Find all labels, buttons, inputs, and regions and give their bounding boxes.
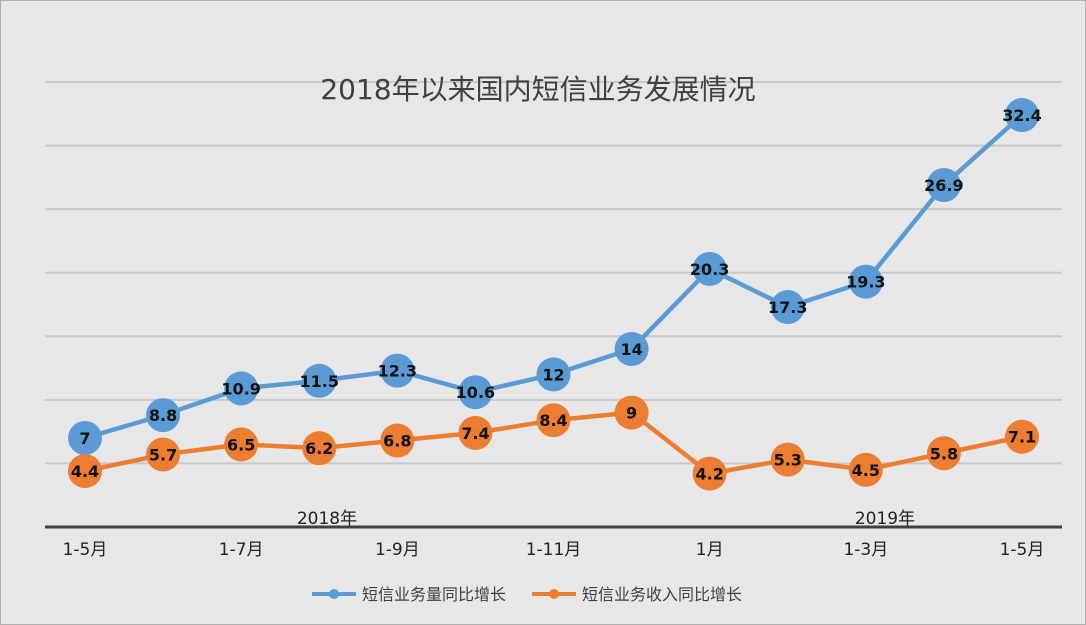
- data-label: 14: [620, 340, 642, 359]
- data-label: 5.8: [930, 444, 958, 463]
- x-tick-label: 1-5月: [1000, 540, 1045, 560]
- chart-title: 2018年以来国内短信业务发展情况: [320, 73, 755, 106]
- data-point: [536, 403, 571, 438]
- data-point: [302, 431, 337, 466]
- data-label: 8.4: [539, 411, 567, 430]
- data-label: 4.2: [695, 465, 723, 484]
- data-point: [224, 427, 259, 462]
- year-label: 2019年: [855, 509, 915, 529]
- data-point: [848, 264, 883, 299]
- data-point: [614, 395, 649, 430]
- data-point: [614, 332, 649, 366]
- year-label: 2018年: [297, 509, 357, 529]
- data-point: [68, 421, 102, 455]
- data-label: 5.3: [774, 451, 802, 470]
- data-label: 7.4: [461, 424, 489, 443]
- legend-marker: [549, 589, 559, 599]
- data-point: [1005, 419, 1039, 454]
- data-label: 7: [79, 429, 90, 448]
- data-point: [692, 251, 727, 286]
- data-point: [692, 456, 727, 491]
- data-point: [770, 290, 805, 325]
- legend-marker: [329, 589, 339, 599]
- x-tick-label: 1月: [696, 540, 724, 560]
- data-point: [458, 375, 493, 410]
- data-label: 4.4: [71, 462, 99, 481]
- data-label: 32.4: [1002, 106, 1041, 125]
- data-point: [458, 415, 493, 450]
- data-point: [146, 398, 181, 433]
- data-label: 9: [626, 404, 637, 423]
- data-label: 26.9: [924, 176, 963, 195]
- data-label: 12: [542, 365, 564, 384]
- x-tick-label: 1-7月: [219, 540, 264, 560]
- data-label: 20.3: [690, 260, 729, 279]
- data-point: [536, 357, 571, 392]
- x-tick-label: 1-11月: [526, 540, 582, 560]
- data-label: 8.8: [149, 406, 177, 425]
- data-point: [926, 167, 961, 202]
- data-point: [224, 371, 259, 406]
- legend-label: 短信业务收入同比增长: [582, 585, 742, 604]
- data-point: [302, 363, 337, 398]
- x-tick-label: 1-5月: [63, 540, 108, 560]
- data-label: 6.2: [305, 439, 333, 458]
- data-point: [770, 442, 805, 477]
- data-label: 6.5: [227, 435, 255, 454]
- data-label: 10.9: [221, 379, 260, 398]
- data-label: 11.5: [300, 372, 339, 391]
- data-point: [68, 454, 102, 489]
- data-point: [146, 437, 181, 472]
- data-label: 4.5: [852, 461, 880, 480]
- data-label: 7.1: [1008, 428, 1036, 447]
- data-label: 6.8: [383, 432, 411, 451]
- data-label: 5.7: [149, 446, 177, 465]
- data-point: [380, 423, 415, 458]
- data-label: 12.3: [378, 362, 417, 381]
- data-label: 17.3: [768, 298, 807, 317]
- x-tick-label: 1-3月: [843, 540, 888, 560]
- data-point: [380, 353, 415, 388]
- data-label: 10.6: [456, 383, 495, 402]
- data-point: [926, 436, 961, 471]
- data-label: 19.3: [846, 273, 885, 292]
- data-point: [848, 452, 883, 487]
- x-tick-label: 1-9月: [375, 540, 420, 560]
- data-point: [1005, 98, 1039, 133]
- legend-label: 短信业务量同比增长: [362, 585, 506, 604]
